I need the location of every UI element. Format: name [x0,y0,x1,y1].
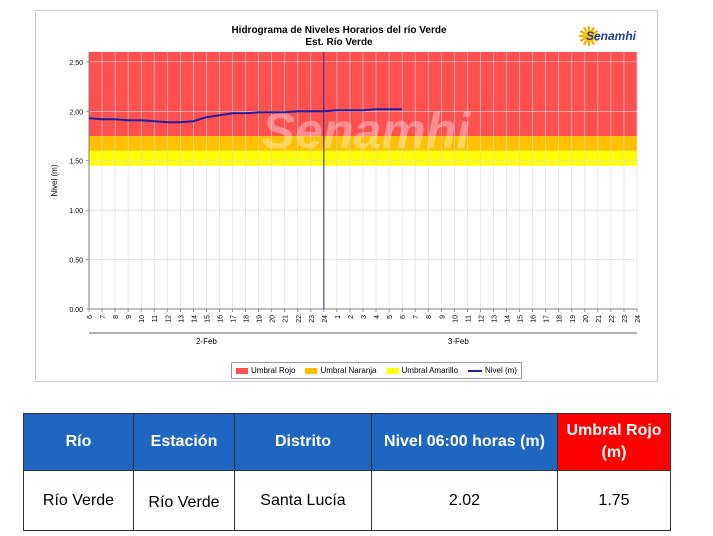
y-tick-label: 0.00 [69,307,83,314]
date-label: 2-Feb [196,337,217,346]
logo-text: Senamhi [586,29,637,43]
station-table: Río Estación Distrito Nivel 06:00 horas … [23,413,671,531]
x-tick-label: 11 [152,315,159,322]
chart-title: Hidrograma de Niveles Horarios del río V… [231,25,447,36]
sun-ray [593,38,599,42]
sun-ray [591,26,595,32]
legend-swatch [305,367,318,374]
x-tick-label: 15 [204,315,211,323]
x-tick-label: 1 [335,315,342,319]
sun-ray [591,40,595,46]
cell-estacion: Río Verde [133,470,235,531]
sun-ray [583,26,587,32]
x-tick-label: 4 [374,315,381,319]
x-tick-label: 23 [309,315,316,323]
legend-item: Nivel (m) [467,366,517,375]
cell-nivel: 2.02 [371,470,558,531]
x-tick-label: 24 [322,315,329,323]
x-tick-label: 2 [348,315,355,319]
x-tick-label: 24 [635,315,642,323]
senamhi-logo: Senamhi [579,26,637,46]
legend-item: Umbral Naranja [305,366,377,375]
x-tick-label: 11 [465,315,472,322]
header-estacion: Estación [133,413,235,471]
cell-rio: Río Verde [23,470,134,531]
header-nivel: Nivel 06:00 horas (m) [371,413,558,471]
legend-label: Nivel (m) [484,366,517,375]
x-tick-label: 12 [165,315,172,323]
legend-swatch [467,369,482,372]
hydrograph-chart: Hidrograma de Niveles Horarios del río V… [50,25,642,346]
chart-subtitle: Est. Río Verde [305,37,373,48]
y-tick-label: 2.50 [69,60,83,67]
y-axis-label: Nivel (m) [50,164,59,196]
series-line-nivel [88,108,403,124]
x-tick-label: 6 [87,315,94,319]
x-tick-label: 9 [126,315,133,319]
x-tick-label: 14 [505,315,512,323]
legend-swatch [236,367,248,374]
cell-distrito: Santa Lucía [234,470,372,531]
x-tick-label: 5 [387,315,394,319]
legend-label: Umbral Rojo [251,366,296,375]
x-tick-label: 16 [217,315,224,323]
x-tick-label: 20 [583,315,590,323]
x-tick-label: 15 [518,315,525,323]
x-tick-label: 16 [531,315,538,323]
sun-ray [583,40,587,46]
sun-ray [579,30,585,34]
y-tick-label: 0.50 [69,258,83,265]
x-tick-label: 12 [478,315,485,323]
x-tick-label: 18 [557,315,564,323]
x-tick-label: 14 [191,315,198,323]
legend-label: Umbral Naranja [320,366,377,375]
x-tick-label: 23 [622,315,629,323]
legend-item: Umbral Amarillo [386,366,458,375]
legend-item: Umbral Rojo [236,366,295,375]
chart-legend: Umbral Rojo Umbral Naranja Umbral Amarillo… [231,362,522,379]
x-tick-label: 7 [100,315,107,319]
table-row: Río Verde Río Verde Santa Lucía 2.02 1.7… [23,470,671,531]
y-tick-label: 1.00 [69,208,83,215]
x-tick-label: 19 [570,315,577,323]
x-tick-label: 13 [491,315,498,323]
header-distrito: Distrito [234,413,372,471]
x-tick-label: 20 [270,315,277,323]
date-label: 3-Feb [448,337,469,346]
x-tick-label: 22 [609,315,616,323]
cell-umbral-rojo: 1.75 [557,470,671,531]
x-tick-label: 8 [113,315,120,319]
x-tick-label: 21 [283,315,290,323]
y-tick-label: 2.00 [69,109,83,116]
legend-swatch [386,367,399,374]
chart-frame: Hidrograma de Niveles Horarios del río V… [35,10,658,382]
x-tick-label: 22 [296,315,303,323]
x-tick-label: 3 [361,315,368,319]
y-tick-label: 1.50 [69,159,83,166]
x-tick-label: 7 [413,315,420,319]
sun-ray [593,30,599,34]
x-tick-label: 13 [178,315,185,323]
x-tick-label: 19 [257,315,264,323]
x-tick-label: 17 [231,315,238,323]
table-header-row: Río Estación Distrito Nivel 06:00 horas … [23,413,671,471]
legend-label: Umbral Amarillo [401,366,458,375]
x-tick-label: 21 [596,315,603,323]
x-tick-label: 17 [544,315,551,323]
sun-icon [583,30,595,42]
header-rio: Río [23,413,134,471]
sun-ray [579,38,585,42]
x-tick-label: 10 [139,315,146,323]
x-tick-label: 10 [452,315,459,323]
x-tick-label: 8 [426,315,433,319]
x-tick-label: 6 [400,315,407,319]
header-umbral-rojo: Umbral Rojo (m) [557,413,671,471]
x-tick-label: 9 [439,315,446,319]
x-tick-label: 18 [244,315,251,323]
